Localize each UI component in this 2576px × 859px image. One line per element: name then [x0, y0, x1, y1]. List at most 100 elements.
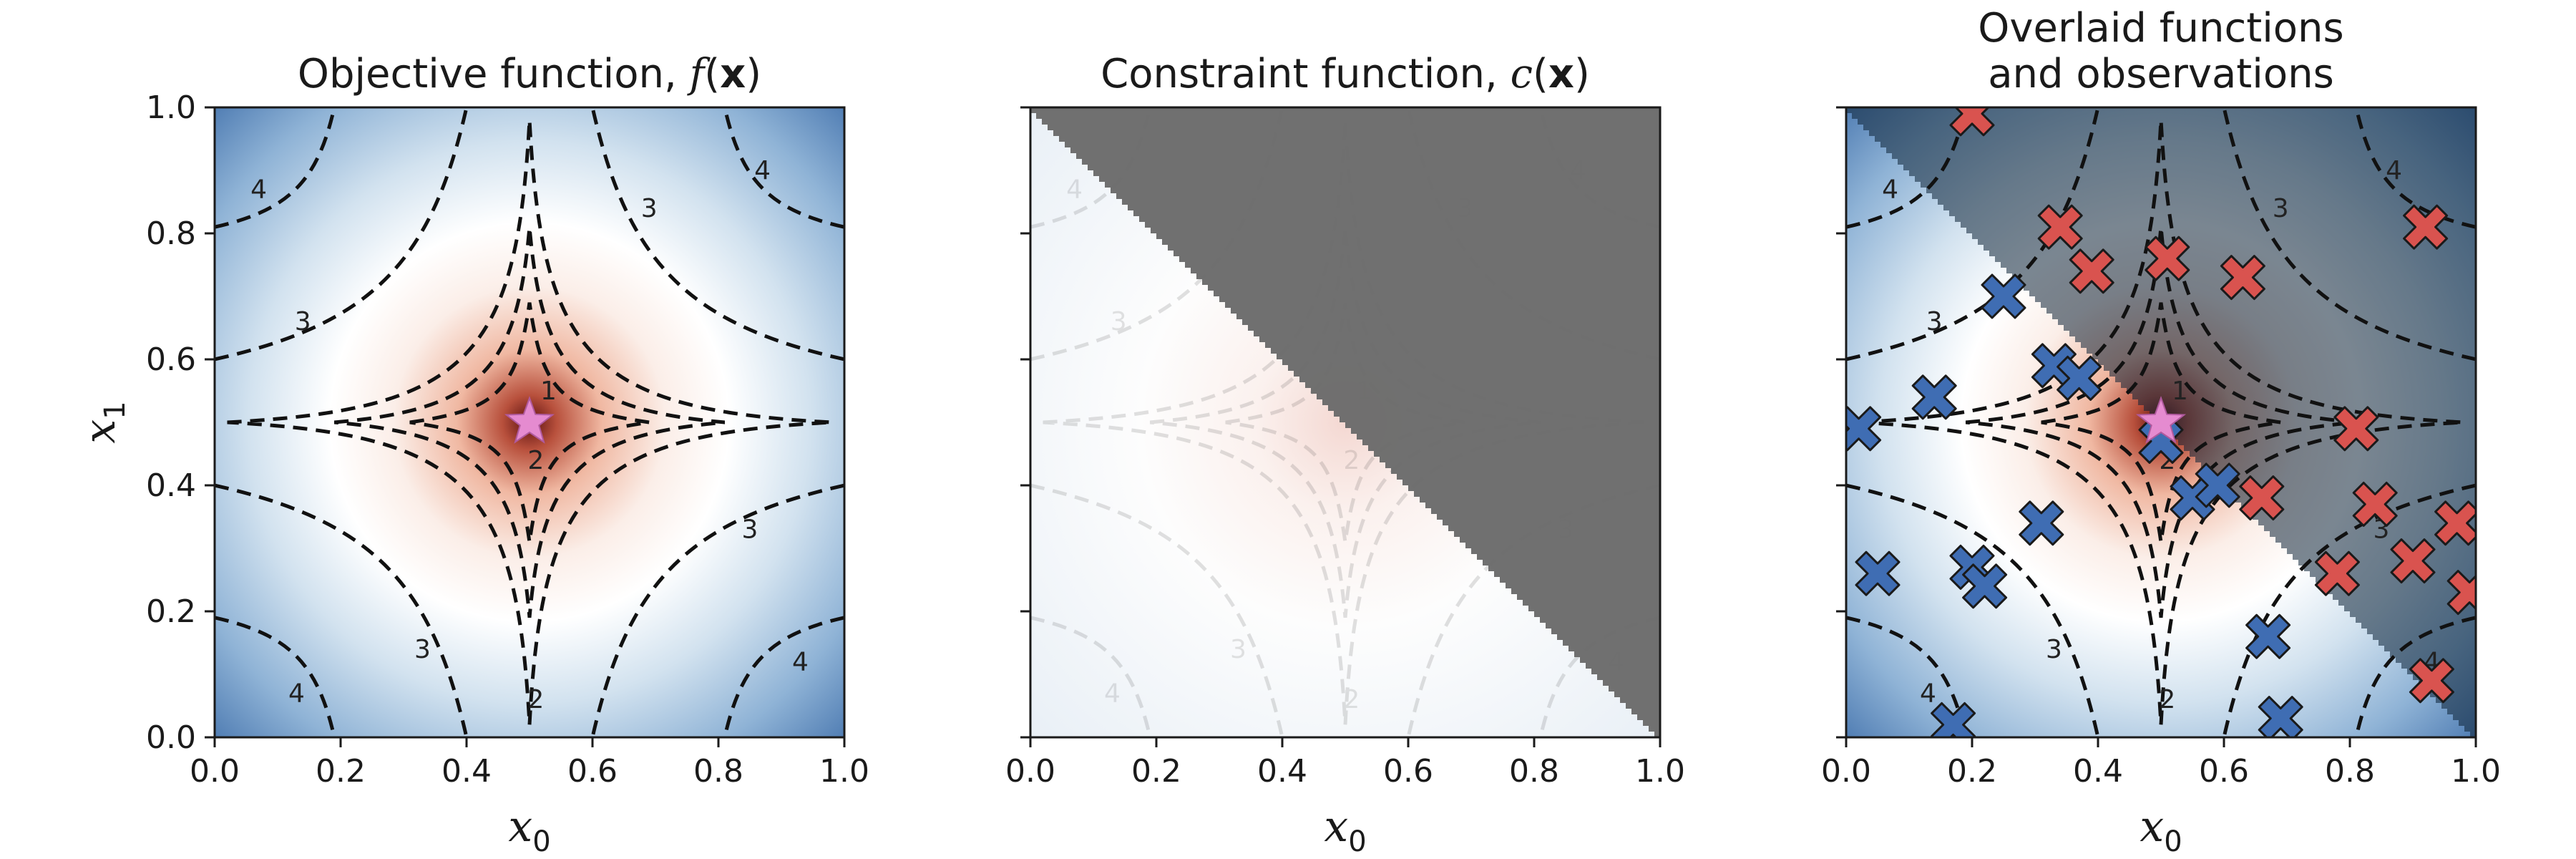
contour-line	[723, 107, 844, 229]
contour-label: 4	[2386, 156, 2402, 185]
observation-marker-red	[2409, 658, 2454, 704]
contour-line	[1858, 120, 2464, 725]
contour-label: 4	[1066, 175, 1083, 204]
contour-line	[1030, 616, 1152, 737]
contour-label: 4	[754, 156, 771, 185]
x-tick-label: 0.6	[1383, 753, 1433, 790]
y-tick-label: 0.0	[146, 719, 196, 756]
contour-line	[2354, 616, 2476, 737]
x-tick-label: 0.4	[441, 753, 492, 790]
panel-overlay-title-line1: Overlaid functions	[1978, 5, 2343, 52]
panel-constraint-title: Constraint function, c(x)	[1101, 51, 1590, 97]
contour-label: 4	[288, 679, 305, 708]
observation-marker-blue	[1931, 702, 1976, 737]
constraint-infeasible-region	[1030, 107, 1660, 737]
contour-label: 1	[540, 377, 557, 406]
objective-optimum-star-mark	[504, 396, 555, 444]
observation-marker-red	[2446, 570, 2476, 616]
observation-marker-blue	[2019, 500, 2064, 546]
contour-label: 2	[527, 685, 544, 714]
contour-line	[1846, 107, 1968, 229]
contour-line	[215, 483, 469, 737]
panel-constraint-frame	[1029, 106, 1662, 739]
y-tick-label: 1.0	[146, 89, 196, 126]
observation-marker-blue	[1981, 273, 2026, 319]
constraint-y-ticks	[1020, 106, 1030, 739]
contour-label: 2	[527, 446, 544, 475]
contour-line	[590, 107, 844, 361]
objective-x-ticks: 0.0 0.2 0.4 0.6 0.8 1.0	[190, 737, 869, 790]
constraint-x-ticks: 0.0 0.2 0.4 0.6 0.8 1.0	[1005, 737, 1685, 790]
contour-label: 3	[641, 194, 658, 223]
x-tick-label: 0.0	[190, 753, 240, 790]
observation-marker-blue	[1846, 406, 1882, 452]
objective-contours: 1 2 2 3 3 3 3 4 4 4 4	[215, 107, 844, 737]
observation-marker-red	[2220, 255, 2265, 301]
objective-x-axis-label: x0	[508, 802, 550, 858]
y-tick-label: 0.8	[146, 215, 196, 252]
panel-overlay-title-line2: and observations	[1988, 51, 2334, 97]
contour-label: 1	[2172, 377, 2188, 406]
panel-objective-title: Objective function, f(x)	[298, 51, 761, 97]
contour-line	[2354, 107, 2476, 229]
contour-label: 2	[1343, 685, 1360, 714]
objective-y-axis-label: x1	[75, 401, 132, 443]
observation-marker-blue	[2245, 613, 2291, 659]
x-tick-label: 0.8	[1509, 753, 1559, 790]
optimum-star	[2135, 396, 2187, 444]
x-tick-label: 1.0	[2451, 753, 2501, 790]
contour-line	[227, 120, 832, 725]
contour-line	[1030, 107, 1152, 229]
x-tick-label: 0.8	[2325, 753, 2375, 790]
contour-label: 3	[2273, 194, 2289, 223]
contour-label: 4	[250, 175, 267, 204]
contour-label: 3	[414, 635, 431, 664]
x-tick-label: 0.4	[1257, 753, 1307, 790]
observation-marker-red	[2390, 538, 2436, 584]
x-tick-label: 0.2	[316, 753, 366, 790]
contour-line	[215, 107, 469, 361]
contour-label: 2	[2159, 685, 2175, 714]
contour-label: 3	[2046, 635, 2062, 664]
observation-marker-red	[2145, 236, 2190, 281]
contour-line	[2222, 483, 2476, 737]
y-tick-label: 0.2	[146, 593, 196, 630]
observation-marker-red	[2352, 481, 2398, 527]
x-tick-label: 0.0	[1821, 753, 1871, 790]
observation-marker-red	[1949, 107, 1995, 137]
contour-line	[2222, 107, 2476, 361]
observation-marker-blue	[1962, 563, 2008, 609]
overlay-x-axis-label: x0	[2140, 802, 2182, 858]
contour-line	[215, 107, 336, 229]
contour-line	[590, 483, 844, 737]
panel-overlay: Overlaid functions and observations 1223…	[1821, 5, 2501, 858]
x-tick-label: 0.2	[1131, 753, 1181, 790]
panel-objective: Objective function, f(x) 1 2 2 3 3 3 3 4 4 4 4 0.0…	[75, 51, 869, 858]
x-tick-label: 0.4	[2073, 753, 2123, 790]
x-tick-label: 1.0	[819, 753, 869, 790]
y-tick-label: 0.6	[146, 341, 196, 378]
observation-marker-blue	[2170, 475, 2215, 521]
observation-marker-red	[2069, 248, 2114, 294]
contour-label: 4	[1104, 679, 1121, 708]
contour-line	[723, 616, 844, 737]
observation-marker-blue	[2258, 696, 2303, 737]
observation-markers	[1846, 107, 2476, 737]
observation-marker-blue	[1911, 374, 1957, 420]
observation-marker-red	[2434, 500, 2476, 546]
constraint-x-axis-label: x0	[1324, 802, 1366, 858]
observation-marker-red	[2333, 406, 2379, 452]
contour-label: 3	[295, 307, 311, 336]
contour-label: 3	[1111, 307, 1127, 336]
x-tick-label: 1.0	[1635, 753, 1685, 790]
contour-line	[2041, 302, 2281, 543]
overlay-optimum-star-mark	[2135, 396, 2187, 444]
observation-marker-blue	[1855, 550, 1901, 596]
x-tick-label: 0.6	[567, 753, 618, 790]
contour-line	[409, 302, 650, 543]
observation-marker-blue	[2195, 462, 2240, 508]
y-tick-label: 0.4	[146, 467, 196, 504]
x-tick-label: 0.8	[693, 753, 743, 790]
